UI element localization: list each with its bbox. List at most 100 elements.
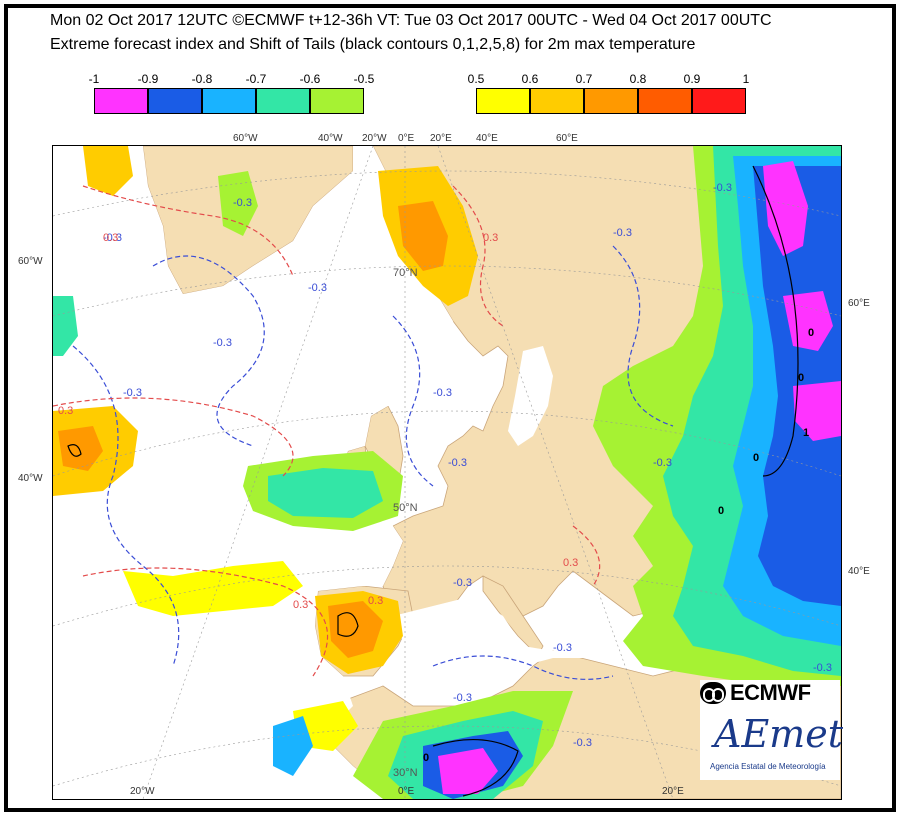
graticule-label: 70°N xyxy=(393,267,418,279)
latitude-label: 60°E xyxy=(848,298,870,309)
graticule-20w xyxy=(142,146,374,799)
sot-label: 0 xyxy=(423,752,429,764)
contour-label-positive: 0.3 xyxy=(103,232,118,244)
graticule xyxy=(53,146,841,799)
contour-label-negative: -0.3 xyxy=(103,232,122,244)
sot-contours xyxy=(67,165,799,797)
longitude-label-top: 40°W xyxy=(318,133,343,144)
legend-negative-label: -0.9 xyxy=(137,72,159,86)
legend-negative-label: -0.7 xyxy=(245,72,267,86)
efi-area-east-magenta-mid xyxy=(783,291,833,351)
legend-positive-label: 0.7 xyxy=(575,72,593,86)
efi-area-atlantic-cyan-west xyxy=(53,296,78,356)
latitude-label: 60°W xyxy=(18,256,43,267)
contour-label-negative: -0.3 xyxy=(453,577,472,589)
longitude-label-bottom: 20°W xyxy=(130,786,155,797)
legend-negative-label: -0.5 xyxy=(353,72,375,86)
graticule-label: 30°N xyxy=(393,767,418,779)
sot-contour-atlantic xyxy=(67,444,82,457)
graticule-label: 50°N xyxy=(393,502,418,514)
contour-neg-2 xyxy=(72,345,180,667)
contour-pos-3 xyxy=(82,567,329,677)
sot-contour-africa xyxy=(432,739,519,797)
legend-positive-label: 1 xyxy=(742,72,750,86)
legend-positive-swatch xyxy=(692,88,746,114)
sot-label: 0 xyxy=(798,372,804,384)
contours-negative xyxy=(72,245,674,680)
sea-baltic xyxy=(508,346,553,446)
longitude-label-top: 20°W xyxy=(362,133,387,144)
sea-mediterranean xyxy=(393,596,693,666)
legend-negative-swatch xyxy=(148,88,202,114)
contour-label-positive: 0.3 xyxy=(58,405,73,417)
efi-area-north-africa-magenta xyxy=(438,748,498,794)
legend-positive-label: 0.8 xyxy=(629,72,647,86)
ecmwf-logo-text: ECMWF xyxy=(730,680,811,705)
legend-positive-label: 0.5 xyxy=(467,72,485,86)
contour-label-positive: 0.3 xyxy=(563,557,578,569)
graticule-70n xyxy=(53,170,841,217)
longitude-label-top: 40°E xyxy=(476,133,498,144)
contour-label-negative: -0.3 xyxy=(613,227,632,239)
legend-negative-swatch xyxy=(94,88,148,114)
legend-positive-swatch xyxy=(584,88,638,114)
map-title: Mon 02 Oct 2017 12UTC ©ECMWF t+12-36h VT… xyxy=(50,12,772,29)
legend-negative-label: -1 xyxy=(88,72,100,86)
map-subtitle: Extreme forecast index and Shift of Tail… xyxy=(50,36,696,53)
ecmwf-logo: ECMWF xyxy=(700,680,840,706)
efi-area-east-magenta-north xyxy=(763,161,808,256)
aemet-logo-subtitle: Agencia Estatal de Meteorología xyxy=(710,762,826,771)
sot-label: 0 xyxy=(718,505,724,517)
efi-area-iberia-orange xyxy=(328,601,383,658)
longitude-label-top: 60°E xyxy=(556,133,578,144)
contour-label-positive: 0.3 xyxy=(368,595,383,607)
contour-label-negative: -0.3 xyxy=(713,182,732,194)
legend-negative-swatch xyxy=(310,88,364,114)
aemet-logo: AEmet Agencia Estatal de Meteorología xyxy=(700,706,843,780)
efi-area-azores-yellow xyxy=(123,561,303,616)
efi-area-canary-cyan xyxy=(273,716,313,776)
contour-label-positive: 0.3 xyxy=(483,232,498,244)
contour-neg-1 xyxy=(152,255,265,447)
legend-positive-swatch xyxy=(476,88,530,114)
contour-label-negative: -0.3 xyxy=(123,387,142,399)
legend-positive: 0.5 0.6 0.7 0.8 0.9 1 xyxy=(468,72,756,120)
contour-label-negative: -0.3 xyxy=(653,457,672,469)
contour-pos-2 xyxy=(53,397,294,477)
graticule-20e xyxy=(437,146,674,799)
contour-label-negative: -0.3 xyxy=(453,692,472,704)
sot-label: 0 xyxy=(808,327,814,339)
graticule-60n xyxy=(53,265,841,317)
efi-area-biscay-cyan xyxy=(268,468,383,518)
efi-area-atlantic-orange xyxy=(58,426,103,471)
contour-neg-3 xyxy=(392,315,434,487)
legend-negative-swatch xyxy=(202,88,256,114)
efi-area-east-magenta-south xyxy=(793,381,841,441)
contour-label-positive: 0.3 xyxy=(293,599,308,611)
efi-area-greenland-yellow xyxy=(83,146,133,196)
contour-pos-4 xyxy=(452,185,504,327)
legend-positive-label: 0.9 xyxy=(683,72,701,86)
contour-label-negative: -0.3 xyxy=(433,387,452,399)
legend-negative: -1 -0.9 -0.8 -0.7 -0.6 -0.5 xyxy=(89,72,375,120)
graticule-50n xyxy=(53,410,841,477)
sot-label: 1 xyxy=(803,427,809,439)
contour-label-negative: -0.3 xyxy=(233,197,252,209)
latitude-label: 40°E xyxy=(848,566,870,577)
sot-label: 0 xyxy=(753,452,759,464)
sot-contour-east xyxy=(752,165,799,477)
efi-area-greenland-green xyxy=(218,171,258,236)
map-labels: -0.3 -0.3 -0.3 -0.3 -0.3 -0.3 -0.3 -0.3 -0.3 -0.3… xyxy=(58,182,832,779)
contour-neg-4 xyxy=(612,245,674,427)
legend-negative-label: -0.8 xyxy=(191,72,213,86)
efi-area-scandinavia-orange xyxy=(398,201,448,271)
contour-label-negative: -0.3 xyxy=(813,662,832,674)
longitude-label-top: 20°E xyxy=(430,133,452,144)
longitude-label-bottom: 20°E xyxy=(662,786,684,797)
contour-label-negative: -0.3 xyxy=(213,337,232,349)
longitude-label-top: 0°E xyxy=(398,133,415,144)
legend-positive-swatch xyxy=(530,88,584,114)
sot-contour-iberia xyxy=(337,612,359,637)
ecmwf-logo-icon xyxy=(700,682,726,704)
legend-positive-label: 0.6 xyxy=(521,72,539,86)
